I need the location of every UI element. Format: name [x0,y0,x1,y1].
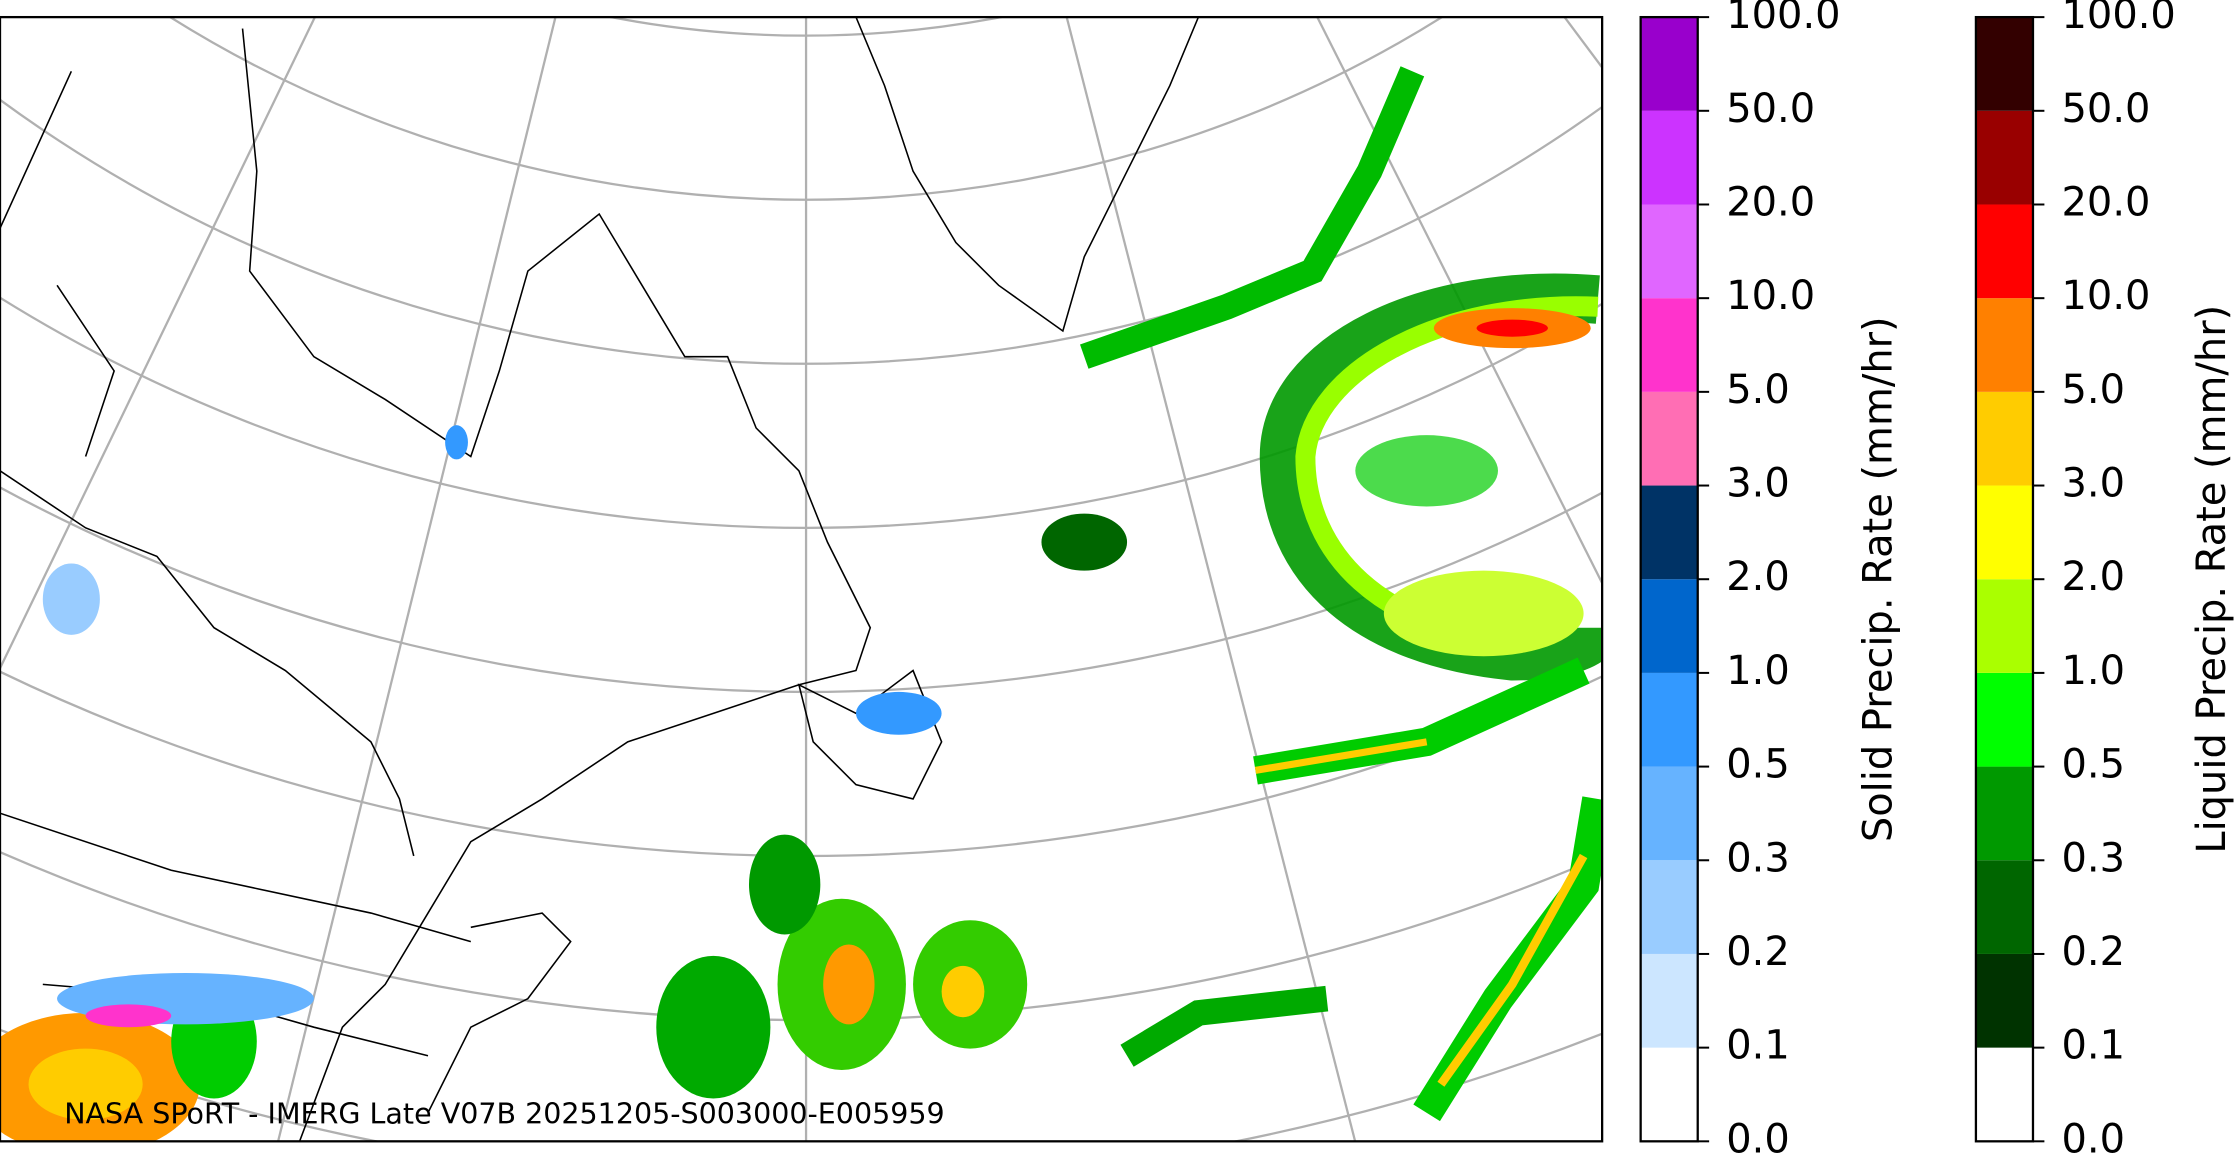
colorbar-segment [1640,672,1698,767]
colorbar-tick-label: 10.0 [1726,273,1815,319]
colorbar-tick-label: 10.0 [2062,273,2151,319]
colorbar-tick-label: 2.0 [1726,554,1790,600]
colorbar-tick-label: 20.0 [2062,179,2151,225]
colorbar-segment [1975,579,2033,673]
colorbar-tick-label: 50.0 [2062,86,2151,132]
colorbar-tick-label: 5.0 [1726,367,1790,413]
colorbar-segment [1640,953,1698,1048]
colorbar-tick-label: 0.5 [2062,742,2126,788]
colorbar-segment [1640,860,1698,954]
precipitation [0,66,1603,1142]
colorbar-segment [1975,391,2033,486]
colorbar-segment [1640,766,1698,861]
colorbar-segment [1975,17,2033,111]
colorbar-tick-label: 1.0 [2062,648,2126,694]
colorbar-tick-label: 5.0 [2062,367,2126,413]
colorbar-tick-label: 0.0 [2062,1116,2126,1162]
colorbar-segment [1975,1047,2033,1142]
colorbar-segment [1640,204,1698,299]
colorbar-segment [1975,298,2033,392]
colorbar-tick-label: 0.2 [1726,929,1790,975]
colorbar-segment [1975,110,2033,205]
colorbar-tick-label: 0.3 [2062,835,2126,881]
colorbar-tick-label: 50.0 [1726,86,1815,132]
colorbar-tick-label: 2.0 [2062,554,2126,600]
colorbar-tick-label: 0.1 [2062,1023,2126,1069]
colorbar-segment [1640,485,1698,580]
colorbar-segment [1640,579,1698,673]
colorbar-segment [1975,953,2033,1048]
colorbar-tick-label: 1.0 [1726,648,1790,694]
colorbar-label: Solid Precip. Rate (mm/hr) [1855,316,1901,842]
colorbar-segment [1640,17,1698,111]
caption: NASA SPoRT - IMERG Late V07B 20251205-S0… [64,1098,944,1131]
colorbar-tick-label: 3.0 [2062,461,2126,507]
colorbar-tick-label: 0.5 [1726,742,1790,788]
colorbar-segment [1975,766,2033,861]
colorbar-tick-label: 20.0 [1726,179,1815,225]
colorbar-label: Liquid Precip. Rate (mm/hr) [2189,305,2235,854]
colorbar-tick-label: 0.3 [1726,835,1790,881]
colorbar-segment [1975,485,2033,580]
colorbar-segment [1975,204,2033,299]
map-frame [0,15,1604,1143]
colorbar-segment [1640,1047,1698,1142]
colorbar-segment [1640,298,1698,392]
colorbar-tick-label: 0.1 [1726,1023,1790,1069]
colorbar-tick-label: 100.0 [2062,0,2176,38]
colorbar-tick-label: 0.0 [1726,1116,1790,1162]
colorbar-segment [1640,391,1698,486]
colorbar-tick-label: 100.0 [1726,0,1840,38]
colorbar-segment [1975,860,2033,954]
colorbar-segment [1640,110,1698,205]
colorbar-tick-label: 3.0 [1726,461,1790,507]
colorbar-segment [1975,672,2033,767]
colorbar-tick-label: 0.2 [2062,929,2126,975]
